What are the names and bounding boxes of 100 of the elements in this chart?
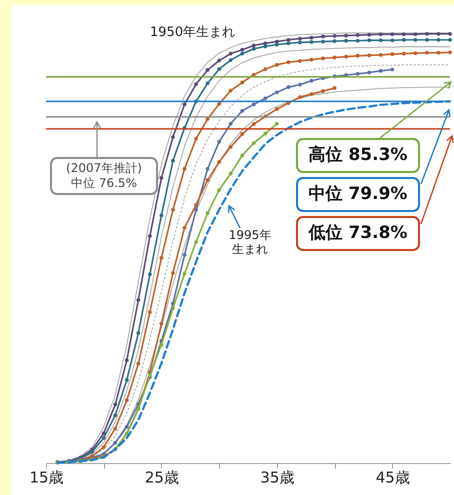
point [367,38,372,42]
point [436,38,440,42]
point [378,68,383,73]
point [274,62,279,67]
point [298,95,302,99]
point [171,208,175,212]
point [344,34,348,38]
point [136,331,140,336]
point [228,58,233,62]
point [148,234,152,238]
point [240,154,244,158]
point [102,431,106,436]
point [124,378,129,382]
point [298,36,302,40]
point [206,81,210,86]
point [310,92,314,96]
point [321,40,325,44]
point [274,40,279,44]
point [136,362,140,366]
point [310,78,314,83]
point [113,402,118,406]
x-tick-label: 15歳 [29,468,64,486]
point [310,40,314,44]
point [252,72,256,77]
point [113,413,118,418]
point [356,33,360,38]
point [390,68,394,72]
point [182,102,186,106]
point [217,140,222,144]
point [332,56,336,60]
point [252,102,256,106]
point [448,50,452,54]
point [182,253,186,257]
point [171,158,175,163]
point [286,85,290,90]
point [356,54,360,58]
point [160,213,164,218]
point [252,122,256,126]
point [321,89,325,93]
point [448,32,452,36]
point [124,425,129,429]
point [217,67,222,71]
point [298,82,302,86]
point [298,59,302,63]
point [148,272,152,276]
point [367,70,372,74]
point [171,271,175,275]
point [171,306,175,310]
point [332,86,336,90]
ref-line-label: 低位 73.8% [296,216,420,251]
point [425,32,429,36]
point [274,107,279,111]
point [321,56,325,60]
point [206,211,210,216]
point [240,132,244,136]
point [436,32,440,36]
point [252,47,256,51]
point [240,52,244,56]
point [217,58,222,62]
point [332,39,336,44]
point [240,48,244,52]
point [310,36,314,40]
point [402,32,406,36]
ref-line-label: 高位 85.3% [296,138,420,173]
point [228,88,233,92]
point [124,398,129,402]
point [367,53,372,58]
point [310,58,314,62]
point [171,135,175,139]
point [194,203,198,207]
point [356,72,360,76]
point [286,41,290,46]
point [425,38,429,42]
point [414,38,418,42]
point [402,38,406,42]
point [274,122,279,126]
point [252,141,256,145]
point [240,108,244,113]
point [194,136,198,141]
point [113,426,118,430]
point [194,240,198,244]
point [136,298,140,302]
point [263,67,268,71]
point [414,51,418,56]
point [378,32,383,36]
point [263,132,268,136]
point [160,342,164,347]
point [182,226,186,230]
point [194,82,198,86]
point [425,50,429,55]
point [228,122,233,126]
point [240,80,244,84]
point [217,160,222,164]
x-tick-label: 25歳 [144,468,179,486]
annotation: 1950年生まれ [150,25,236,41]
point [206,68,210,72]
annotation: 1995年生まれ [228,228,272,257]
point [206,117,210,121]
point [436,50,440,55]
point [286,60,290,64]
